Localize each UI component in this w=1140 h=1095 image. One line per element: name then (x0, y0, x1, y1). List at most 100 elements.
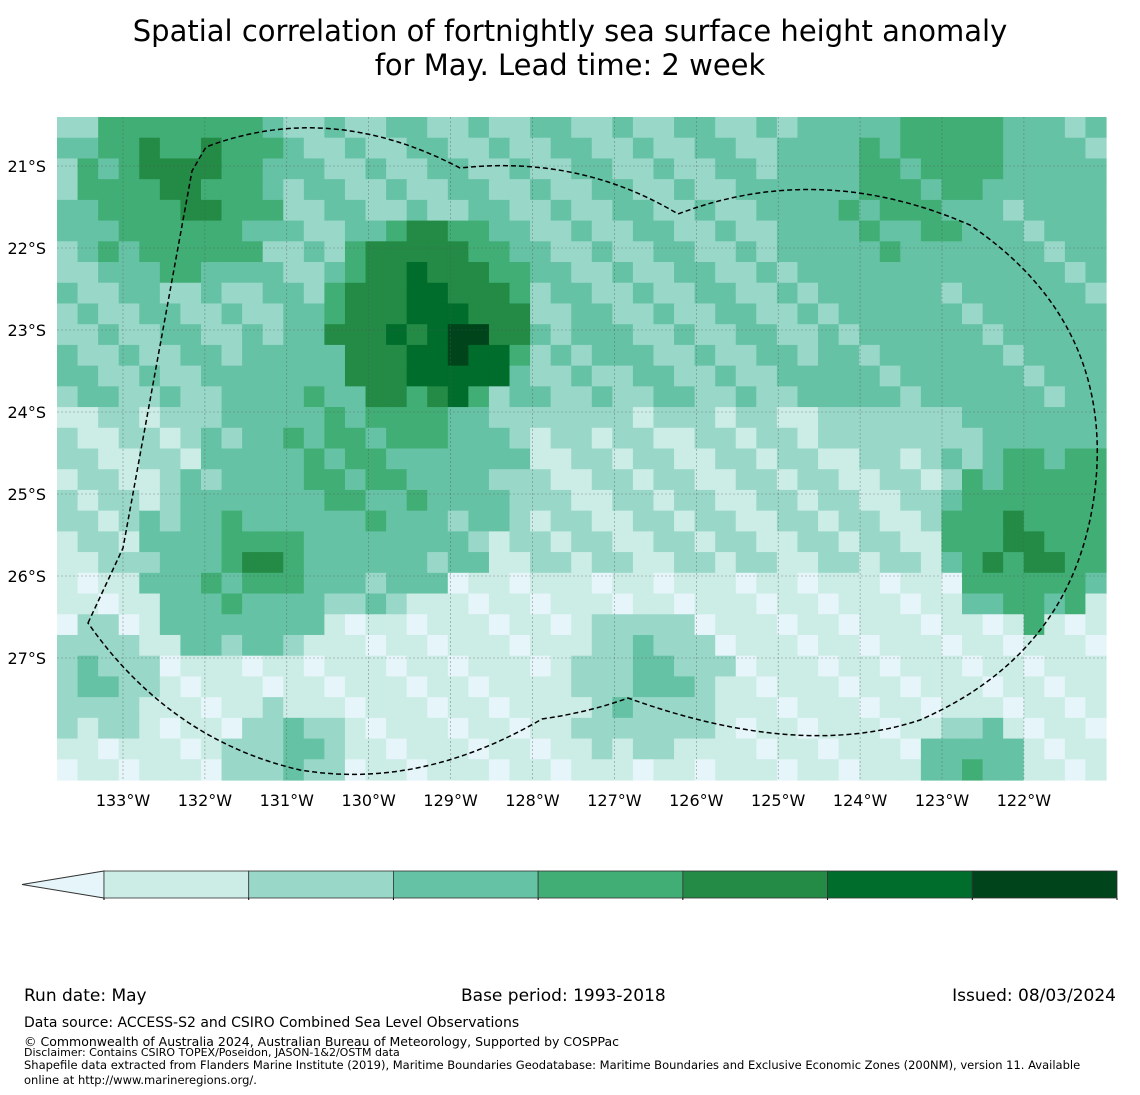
grid-cell (900, 759, 922, 781)
grid-cell (900, 655, 922, 678)
grid-cell (674, 262, 696, 284)
grid-cell (427, 137, 449, 160)
grid-cell (571, 469, 593, 491)
grid-cell (344, 262, 367, 284)
grid-cell (818, 220, 840, 242)
grid-cell (303, 448, 325, 470)
grid-cell (509, 282, 531, 305)
grid-cell (1064, 614, 1087, 636)
grid-cell (159, 469, 182, 491)
grid-cell (98, 324, 120, 346)
grid-cell (838, 448, 860, 470)
longitude-labels: 133°W 132°W 131°W 130°W 129°W 128°W 127°W 126°W… (96, 791, 1051, 810)
grid-cell (962, 262, 984, 284)
grid-cell (159, 220, 182, 242)
grid-cell (303, 510, 325, 532)
grid-cell (1023, 179, 1045, 201)
grid-cell (941, 634, 963, 657)
grid-cell (1085, 552, 1107, 574)
grid-cell (776, 572, 799, 595)
grid-cell (715, 365, 737, 387)
grid-cell (221, 137, 243, 160)
grid-cell (77, 386, 99, 408)
grid-cell (242, 531, 264, 553)
grid-cell (139, 448, 161, 470)
grid-cell (365, 448, 387, 470)
grid-cell (962, 158, 984, 180)
grid-cell (365, 344, 387, 367)
grid-cell (262, 241, 284, 263)
grid-cell (756, 759, 778, 781)
grid-cell (962, 510, 984, 532)
grid-cell (344, 324, 367, 346)
grid-cell (200, 717, 223, 740)
grid-cell (550, 469, 572, 491)
grid-cell (77, 469, 99, 491)
grid-cell (859, 759, 881, 781)
grid-cell (1044, 469, 1066, 491)
grid-cell (571, 158, 593, 180)
grid-cell (242, 759, 264, 781)
grid-cell (571, 552, 593, 574)
grid-cell (735, 365, 757, 387)
grid-cell (283, 179, 305, 201)
grid-cell (715, 427, 737, 450)
grid-cell (612, 365, 634, 387)
grid-cell (1023, 199, 1045, 222)
grid-cell (818, 407, 840, 429)
grid-cell (447, 241, 469, 263)
grid-cell (756, 593, 778, 615)
grid-cell (694, 199, 716, 222)
grid-cell (632, 179, 655, 201)
grid-cell (735, 117, 757, 139)
grid-cell (283, 738, 305, 760)
grid-cell (591, 572, 613, 595)
grid-cell (242, 427, 264, 450)
grid-cell (57, 324, 79, 346)
grid-cell (180, 614, 202, 636)
grid-cell (550, 220, 572, 242)
grid-cell (694, 614, 716, 636)
grid-cell (324, 117, 346, 139)
grid-cell (859, 386, 881, 408)
grid-cell (962, 137, 984, 160)
grid-cell (324, 738, 346, 760)
grid-cell (262, 344, 284, 367)
grid-cell (180, 407, 202, 429)
grid-cell (262, 117, 284, 139)
grid-cell (139, 220, 161, 242)
grid-cell (159, 655, 182, 678)
grid-cell (962, 634, 984, 657)
grid-cell (982, 324, 1004, 346)
grid-cell (941, 717, 963, 740)
grid-cell (1044, 365, 1066, 387)
grid-cell (324, 510, 346, 532)
longitude-label: 130°W (342, 791, 397, 810)
grid-cell (859, 365, 881, 387)
grid-cell (447, 655, 469, 678)
grid-cell (509, 510, 531, 532)
grid-cell (797, 282, 819, 305)
grid-cell (180, 738, 202, 760)
grid-cell (818, 158, 840, 180)
base-period: Base period: 1993-2018 (461, 986, 666, 1006)
grid-cell (57, 303, 79, 325)
grid-cell (962, 759, 984, 781)
grid-cell (139, 634, 161, 657)
grid-cell (200, 303, 223, 325)
grid-cell (180, 117, 202, 139)
grid-cell (941, 262, 963, 284)
grid-cell (612, 324, 634, 346)
grid-cell (632, 634, 655, 657)
grid-cell (1044, 717, 1066, 740)
grid-cell (715, 241, 737, 263)
grid-cell (776, 614, 799, 636)
grid-cell (57, 634, 79, 657)
grid-cell (591, 344, 613, 367)
grid-cell (509, 572, 531, 595)
grid-cell (303, 262, 325, 284)
grid-cell (386, 427, 408, 450)
grid-cell (715, 448, 737, 470)
grid-cell (57, 179, 79, 201)
grid-cell (283, 676, 305, 698)
